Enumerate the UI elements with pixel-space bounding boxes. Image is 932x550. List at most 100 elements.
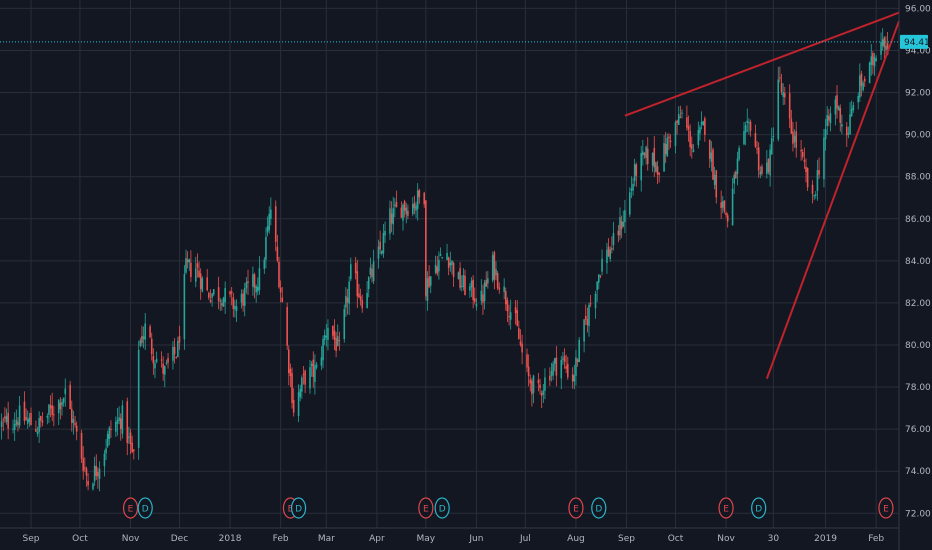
candle-body [405,207,408,215]
candle-body [121,405,124,434]
candle-body [346,297,349,303]
candle-body [175,356,178,358]
candle-body [211,293,213,298]
candle-body [232,297,235,309]
trendline[interactable] [765,20,900,379]
candle-body [689,130,691,148]
dividend-marker[interactable] [434,497,450,519]
candle-body [80,432,83,459]
time-tick-label: Dec [171,534,188,544]
candle-body [194,268,197,282]
candle-body [651,152,654,166]
candle-body [209,300,212,302]
candle-body [761,166,763,174]
candle-body [485,280,488,287]
earnings-marker[interactable] [718,497,734,519]
candle-body [788,93,791,119]
candle-body [480,290,483,301]
candle-body [196,263,199,268]
candle-body [35,428,37,432]
dividend-marker[interactable] [591,497,607,519]
candle-body [335,337,337,352]
candle-body [782,92,784,97]
candle-body [281,297,284,303]
candle-body [243,288,246,306]
candle-body [119,418,122,429]
candle-body [562,358,564,360]
candle-body [336,336,339,347]
candle-body [862,82,864,91]
trendline[interactable] [624,11,900,117]
candle-body [279,287,282,293]
candle-body [653,147,656,168]
candle-body [366,292,368,308]
candle-body [563,355,566,362]
candle-body [472,279,474,301]
dividend-marker-label: D [142,505,149,515]
candle-body [519,341,522,345]
time-tick-label: Sep [23,534,40,544]
candle-body [597,274,600,283]
earnings-marker[interactable] [568,497,584,519]
candle-body [656,166,659,175]
candle-body [286,307,288,346]
candle-body [746,120,749,123]
candle-body [571,374,574,382]
candle-body [793,135,796,142]
candle-body [708,139,711,159]
candle-body [841,124,843,127]
candle-body [402,204,404,221]
time-tick-label: Nov [717,534,735,544]
candle-body [495,269,497,276]
candle-body [566,363,569,378]
candle-body [53,414,55,416]
candle-body [310,363,313,366]
candle-body [721,201,724,208]
candle-body [82,458,85,471]
candle-body [320,357,323,366]
candlestick-series [0,28,889,492]
time-tick-label: Nov [122,534,140,544]
candle-body [573,375,576,382]
candle-body [361,300,364,309]
earnings-marker[interactable] [878,497,894,519]
candle-body [462,275,465,288]
candle-body [268,213,271,231]
candle-body [870,56,873,65]
candle-body [845,126,848,136]
candle-body [664,143,667,155]
candle-body [552,363,554,376]
candle-body [199,273,202,289]
candle-body [87,480,89,486]
candle-body [852,105,855,110]
candle-body [460,286,463,288]
dividend-marker[interactable] [137,497,153,519]
earnings-marker[interactable] [122,497,139,519]
candle-body [38,418,40,433]
candle-body [441,257,443,259]
candle-body [240,293,243,303]
candle-body [811,184,814,194]
candle-body [333,330,336,340]
earnings-marker[interactable] [418,497,434,519]
candle-body [221,303,223,306]
time-tick-label: 30 [768,534,780,544]
candle-body [234,305,236,310]
candle-body [266,226,269,233]
candle-body [247,281,249,283]
candle-body [7,412,9,429]
candle-body [289,368,292,377]
dividend-marker[interactable] [751,497,767,519]
dividend-marker[interactable] [290,497,307,519]
candle-body [142,336,145,340]
candle-body [178,335,181,343]
candle-body [766,162,768,174]
candle-body [131,442,133,453]
trendlines[interactable] [624,11,900,379]
time-tick-label: Aug [567,534,585,544]
candle-body [301,377,303,392]
time-axis[interactable]: Sep Oct Nov Dec 2018 Feb Mar Apr May Jun Jul Aug Sep… [23,534,885,544]
